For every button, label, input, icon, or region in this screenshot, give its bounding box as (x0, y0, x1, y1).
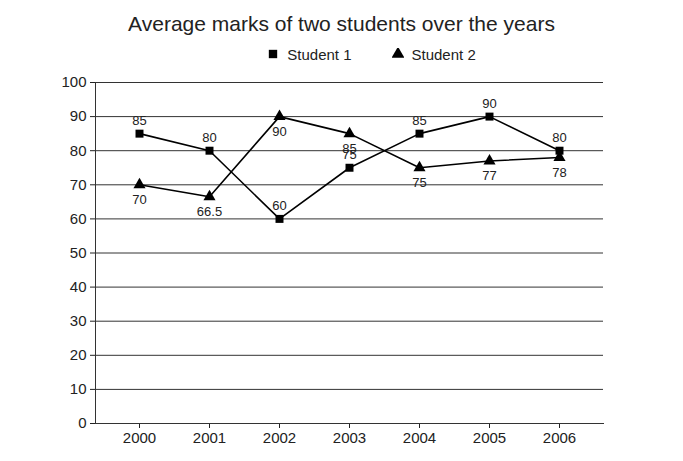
svg-text:90: 90 (70, 107, 87, 124)
svg-text:80: 80 (202, 130, 216, 145)
svg-text:80: 80 (552, 130, 566, 145)
svg-text:50: 50 (70, 244, 87, 261)
svg-text:90: 90 (482, 96, 496, 111)
svg-text:90: 90 (272, 124, 286, 139)
svg-text:70: 70 (132, 192, 146, 207)
svg-text:2002: 2002 (263, 429, 296, 446)
svg-text:0: 0 (78, 414, 86, 431)
svg-text:2001: 2001 (193, 429, 226, 446)
svg-text:85: 85 (132, 113, 146, 128)
svg-text:66.5: 66.5 (197, 204, 222, 219)
svg-text:2000: 2000 (123, 429, 156, 446)
svg-text:60: 60 (70, 210, 87, 227)
svg-text:20: 20 (70, 346, 87, 363)
svg-text:78: 78 (552, 165, 566, 180)
svg-text:2005: 2005 (473, 429, 506, 446)
svg-text:77: 77 (482, 168, 496, 183)
svg-text:10: 10 (70, 380, 87, 397)
svg-text:85: 85 (412, 113, 426, 128)
svg-text:2006: 2006 (543, 429, 576, 446)
svg-text:60: 60 (272, 198, 286, 213)
svg-text:80: 80 (70, 142, 87, 159)
svg-text:2004: 2004 (403, 429, 436, 446)
svg-text:70: 70 (70, 176, 87, 193)
html-text:Average marks of two students: Average marks of two students over the y… (128, 12, 555, 35)
svg-text:75: 75 (412, 175, 426, 190)
html-text:Student 1: Student 1 (287, 45, 352, 63)
svg-text:40: 40 (70, 278, 87, 295)
svg-text:30: 30 (70, 312, 87, 329)
svg-text:85: 85 (342, 141, 356, 156)
html-text:Student 2: Student 2 (411, 45, 476, 63)
svg-text:2003: 2003 (333, 429, 366, 446)
svg-text:100: 100 (61, 73, 86, 90)
